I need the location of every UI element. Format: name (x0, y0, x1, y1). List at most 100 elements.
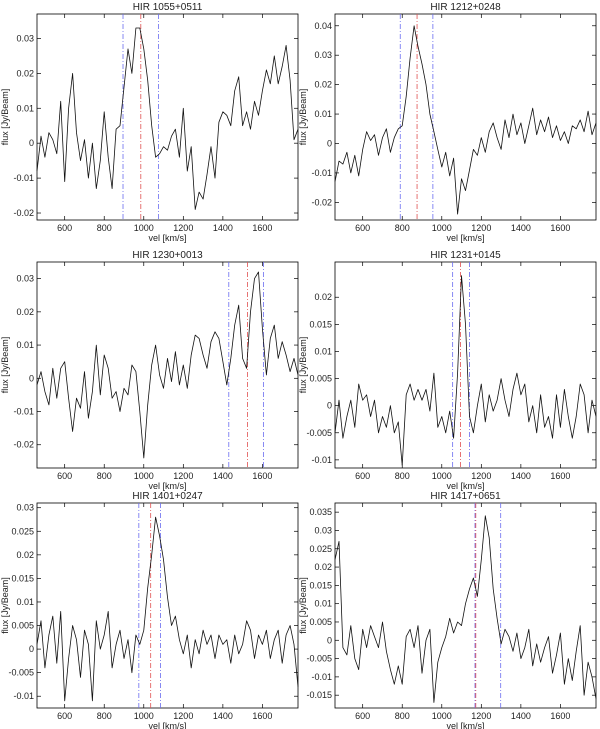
y-tick-label: 0.02 (314, 80, 332, 90)
x-tick-label: 1400 (511, 711, 531, 721)
y-tick-label: 0.02 (16, 550, 34, 560)
y-tick-label: 0.03 (16, 503, 34, 513)
y-tick-label: 0.005 (11, 621, 34, 631)
plot-frame (36, 261, 299, 469)
plot-frame (334, 261, 597, 469)
y-tick-label: 0.01 (16, 103, 34, 113)
x-tick-label: 1400 (511, 471, 531, 481)
x-tick-label: 1400 (213, 711, 233, 721)
chart-title: HIR 1401+0247 (132, 491, 203, 502)
spectrum-line (36, 27, 299, 210)
y-tick-label: -0.01 (13, 173, 34, 183)
chart-panel-2: 600 800 1000 1200 1400 1600 -0.02 -0.01 0 0.01 0.0… (298, 2, 597, 243)
y-axis-label: flux [Jy/Beam] (298, 577, 308, 634)
x-tick-label: 600 (355, 471, 370, 481)
y-tick-label: -0.01 (13, 407, 34, 417)
y-tick-label: 0.02 (16, 68, 34, 78)
spectrum-line (36, 271, 299, 459)
y-axis-label: flux [Jy/Beam] (0, 337, 10, 394)
y-tick-label: 0 (327, 138, 332, 148)
chart-title: HIR 1417+0651 (430, 491, 501, 502)
x-tick-label: 1000 (432, 471, 452, 481)
x-tick-label: 1000 (134, 711, 154, 721)
chart-title: HIR 1230+0013 (132, 250, 203, 261)
plot-frame (36, 502, 299, 709)
x-tick-label: 800 (97, 711, 112, 721)
x-tick-label: 1200 (471, 711, 491, 721)
y-tick-label: 0.01 (314, 346, 332, 356)
x-tick-label: 1200 (471, 223, 491, 233)
x-axis-label: vel [km/s] (446, 481, 484, 491)
y-axis-label: flux [Jy/Beam] (298, 89, 308, 146)
chart-title: HIR 1212+0248 (430, 2, 501, 13)
x-tick-label: 1000 (432, 223, 452, 233)
x-tick-label: 600 (355, 711, 370, 721)
x-tick-label: 1200 (173, 471, 193, 481)
x-tick-label: 1400 (213, 471, 233, 481)
y-tick-label: -0.01 (311, 168, 332, 178)
spectrum-line (334, 25, 597, 215)
y-tick-label: 0 (29, 644, 34, 654)
chart-title: HIR 1231+0145 (430, 250, 501, 261)
x-axis-label: vel [km/s] (148, 481, 186, 491)
x-tick-label: 600 (57, 223, 72, 233)
chart-panel-5: 600 800 1000 1200 1400 1600 -0.01 -0.005 0 0.005 0… (0, 491, 299, 729)
x-tick-label: 1400 (213, 223, 233, 233)
x-tick-label: 1600 (550, 223, 570, 233)
y-tick-label: -0.015 (306, 690, 332, 700)
y-tick-label: 0.01 (16, 597, 34, 607)
y-tick-label: -0.005 (306, 428, 332, 438)
y-tick-label: 0.01 (16, 340, 34, 350)
y-tick-label: -0.005 (8, 668, 34, 678)
x-tick-label: 1000 (134, 471, 154, 481)
chart-title: HIR 1055+0511 (133, 2, 203, 13)
y-tick-label: 0.015 (11, 573, 34, 583)
x-tick-label: 1600 (550, 471, 570, 481)
y-tick-label: 0 (29, 373, 34, 383)
y-tick-label: -0.01 (311, 455, 332, 465)
x-axis-label: vel [km/s] (446, 233, 484, 243)
y-tick-label: 0.015 (309, 580, 332, 590)
y-tick-label: 0.005 (309, 617, 332, 627)
y-tick-label: 0.015 (309, 319, 332, 329)
x-tick-label: 1400 (511, 223, 531, 233)
y-tick-label: 0.025 (309, 544, 332, 554)
y-tick-label: 0.04 (314, 21, 332, 31)
chart-panel-6: 600 800 1000 1200 1400 1600 -0.015 -0.01 -0.005 0… (298, 491, 597, 729)
x-tick-label: 1000 (432, 711, 452, 721)
y-tick-label: -0.02 (311, 197, 332, 207)
y-tick-label: 0.03 (314, 525, 332, 535)
x-tick-label: 800 (395, 711, 410, 721)
x-tick-label: 1200 (471, 471, 491, 481)
y-tick-label: 0.025 (11, 526, 34, 536)
x-tick-label: 1600 (252, 711, 272, 721)
plot-frame (36, 13, 299, 221)
y-tick-label: -0.02 (13, 208, 34, 218)
y-tick-label: 0.02 (16, 307, 34, 317)
y-tick-label: 0 (327, 635, 332, 645)
x-tick-label: 600 (57, 471, 72, 481)
x-axis-label: vel [km/s] (148, 233, 186, 243)
x-tick-label: 600 (57, 711, 72, 721)
spectrum-line (334, 275, 597, 466)
plot-frame (334, 13, 597, 221)
y-tick-label: 0.02 (314, 292, 332, 302)
chart-panel-4: 600 800 1000 1200 1400 1600 -0.01 -0.005 0 0.005 0… (298, 250, 597, 491)
x-axis-label: vel [km/s] (148, 721, 186, 729)
y-tick-label: 0.02 (314, 562, 332, 572)
y-tick-label: -0.02 (13, 440, 34, 450)
x-tick-label: 1600 (550, 711, 570, 721)
y-tick-label: -0.01 (311, 672, 332, 682)
y-tick-label: 0.01 (314, 109, 332, 119)
chart-panel-3: 600 800 1000 1200 1400 1600 -0.02 -0.01 0 0.01 0.0… (0, 250, 299, 491)
x-tick-label: 600 (355, 223, 370, 233)
y-tick-label: 0 (327, 401, 332, 411)
x-tick-label: 800 (395, 471, 410, 481)
y-tick-label: -0.005 (306, 654, 332, 664)
x-tick-label: 800 (97, 223, 112, 233)
x-tick-label: 1600 (252, 223, 272, 233)
x-tick-label: 1200 (173, 223, 193, 233)
x-axis-label: vel [km/s] (446, 721, 484, 729)
spectrum-line (334, 515, 597, 703)
x-tick-label: 1200 (173, 711, 193, 721)
